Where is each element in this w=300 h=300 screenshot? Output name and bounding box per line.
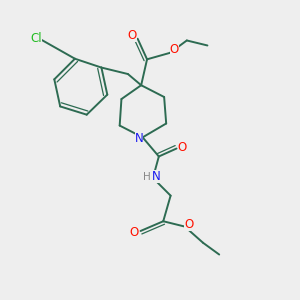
Text: N: N <box>152 170 160 183</box>
Text: N: N <box>135 132 143 145</box>
Text: O: O <box>130 226 139 239</box>
Text: O: O <box>178 141 187 154</box>
Text: O: O <box>184 218 194 231</box>
Text: H: H <box>142 172 150 182</box>
Text: O: O <box>128 29 137 42</box>
Text: Cl: Cl <box>31 32 43 45</box>
Text: O: O <box>169 44 179 56</box>
